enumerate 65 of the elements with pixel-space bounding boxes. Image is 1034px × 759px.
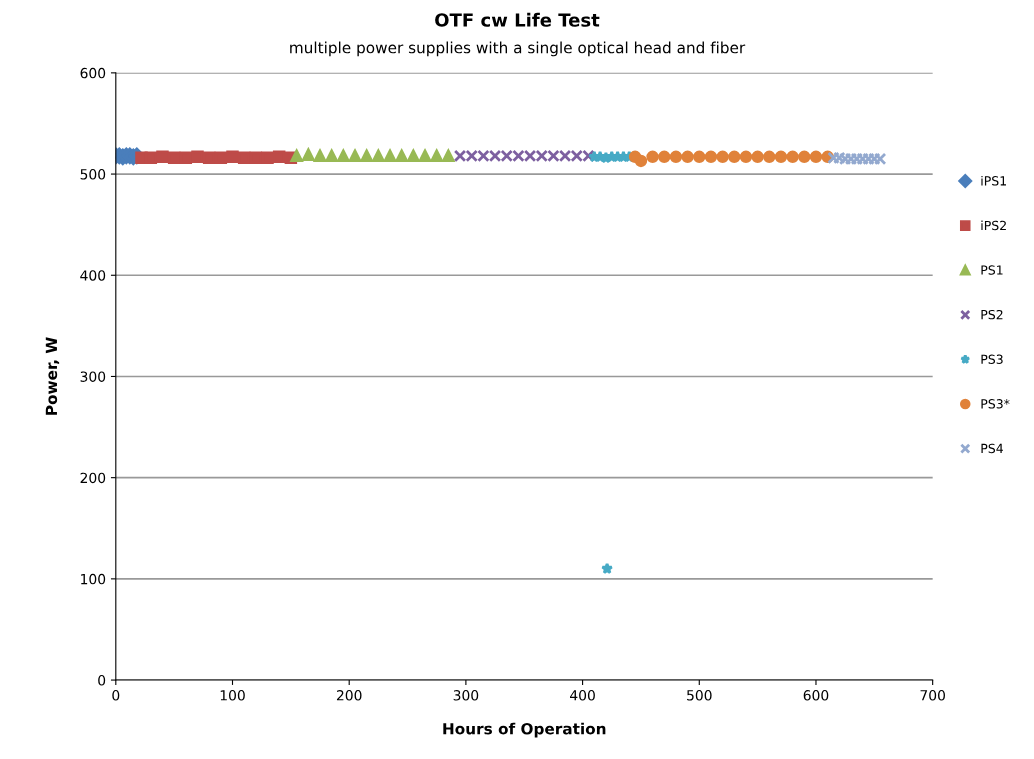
point	[261, 151, 274, 165]
chart-subtitle: multiple power supplies with a single optical head and fiber	[290, 41, 746, 57]
point	[601, 562, 614, 575]
legend-label: PS4	[981, 443, 1003, 454]
x-axis-title: Hours of Operation	[443, 722, 606, 738]
point	[325, 149, 338, 163]
point	[407, 149, 420, 163]
point	[739, 150, 753, 164]
x-tick-label: 600	[803, 690, 829, 701]
point	[716, 150, 729, 164]
point	[809, 150, 823, 164]
legend-label: PS1	[981, 265, 1003, 275]
point	[202, 151, 216, 165]
x-tick-label: 0	[112, 690, 120, 701]
point	[383, 149, 397, 163]
y-tick-label: 200	[80, 472, 106, 484]
legend-label: iPS2	[981, 220, 1006, 231]
x-tick-label: 200	[336, 690, 362, 701]
point	[751, 150, 764, 164]
point	[704, 150, 718, 164]
point	[337, 149, 350, 163]
y-tick-label: 300	[80, 371, 106, 382]
point	[658, 150, 671, 164]
y-tick-label: 500	[80, 169, 106, 180]
x-tick-label: 700	[920, 690, 945, 701]
point	[774, 150, 788, 164]
legend-label: PS3	[981, 354, 1003, 364]
point	[646, 150, 659, 164]
legend-label: PS3*	[981, 399, 1010, 409]
point	[418, 149, 432, 163]
chart-title: OTF cw Life Test	[435, 12, 600, 27]
x-tick-label: 500	[687, 690, 712, 701]
point	[156, 150, 169, 164]
point	[798, 150, 811, 164]
x-tick-label: 400	[570, 690, 595, 701]
point	[763, 150, 776, 164]
point	[302, 148, 315, 162]
point	[348, 149, 362, 163]
y-tick-label: 400	[80, 270, 106, 281]
point	[681, 150, 694, 164]
point	[786, 150, 799, 164]
point	[226, 150, 239, 164]
point	[272, 150, 286, 164]
point	[360, 149, 373, 163]
x-tick-label: 100	[220, 690, 245, 701]
point	[313, 149, 327, 163]
point	[430, 149, 443, 163]
legend-label: iPS1	[981, 175, 1006, 186]
legend-label: PS2	[981, 309, 1003, 320]
point	[372, 149, 385, 163]
point	[669, 150, 683, 164]
y-tick-label: 100	[81, 573, 106, 585]
point	[290, 149, 303, 163]
point	[634, 154, 648, 168]
y-tick-label: 0	[98, 675, 106, 686]
point	[395, 149, 408, 163]
point	[237, 151, 251, 165]
point	[442, 149, 455, 163]
point	[191, 150, 204, 164]
point	[693, 150, 706, 164]
point	[728, 150, 741, 164]
point	[167, 151, 181, 165]
y-axis-title: Power, W	[45, 337, 60, 415]
x-tick-label: 300	[453, 690, 479, 701]
y-tick-label: 600	[80, 67, 106, 79]
